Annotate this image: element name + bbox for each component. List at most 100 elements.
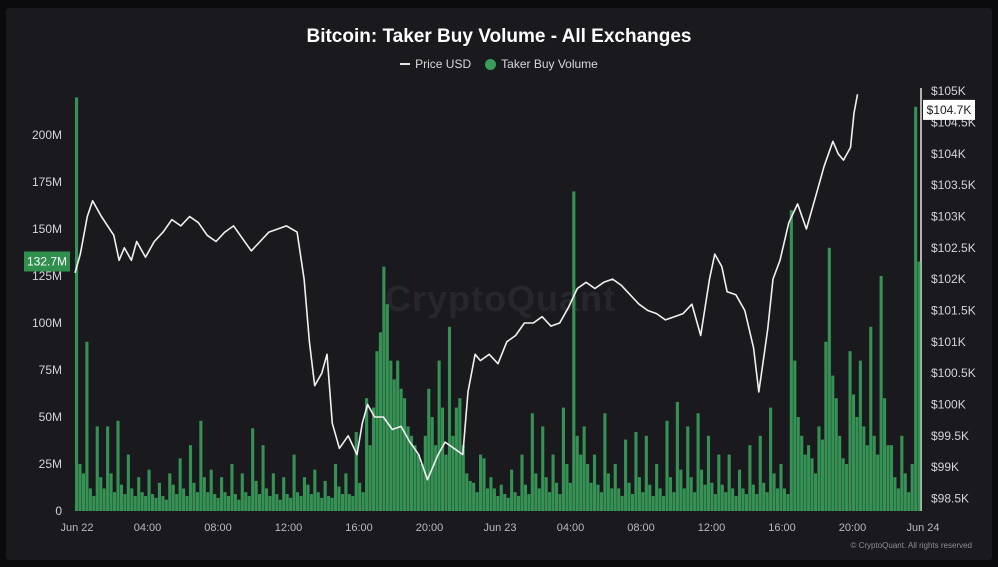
volume-bar xyxy=(883,398,887,511)
volume-bar xyxy=(199,420,203,511)
volume-bar xyxy=(582,426,586,511)
volume-bar xyxy=(544,477,548,511)
legend-label-price: Price USD xyxy=(415,57,472,71)
volume-bar xyxy=(399,388,403,511)
chart-panel xyxy=(6,8,992,560)
volume-bar xyxy=(216,497,220,511)
line-swatch-icon xyxy=(400,63,411,65)
volume-bar xyxy=(720,484,724,511)
volume-bar xyxy=(537,488,541,511)
volume-bar xyxy=(302,477,307,511)
volume-bar xyxy=(793,360,797,511)
volume-bar xyxy=(109,473,113,511)
chart-title: Bitcoin: Taker Buy Volume - All Exchange… xyxy=(306,26,692,47)
volume-bar xyxy=(900,435,904,511)
volume-bar xyxy=(178,458,182,511)
volume-bar xyxy=(665,420,669,511)
y-left-tick-label: 0 xyxy=(55,504,62,518)
y-left-tick-label: 75M xyxy=(39,363,62,377)
volume-bar xyxy=(579,454,583,511)
volume-bar xyxy=(247,495,251,511)
volume-bar xyxy=(368,445,372,511)
volume-bar xyxy=(382,266,386,511)
volume-bar xyxy=(862,426,866,511)
y-right-tick-label: $103K xyxy=(931,210,966,224)
volume-bar xyxy=(292,454,296,511)
volume-bar xyxy=(641,492,645,511)
volume-bar xyxy=(876,454,880,511)
x-tick-label: Jun 22 xyxy=(60,522,93,534)
volume-bar xyxy=(351,495,355,511)
volume-bar xyxy=(137,477,141,511)
volume-bar xyxy=(358,482,362,511)
volume-bar xyxy=(561,407,565,511)
y-right-tick-label: $103.5K xyxy=(931,178,976,192)
volume-bar xyxy=(106,426,110,511)
volume-bar xyxy=(865,445,869,511)
current-volume-label: 132.7M xyxy=(27,255,67,269)
volume-bar xyxy=(651,495,655,511)
volume-bar xyxy=(727,454,731,511)
volume-bar xyxy=(285,494,289,511)
volume-bar xyxy=(81,473,86,511)
volume-bar xyxy=(748,445,752,511)
volume-bar xyxy=(264,488,269,511)
price-line xyxy=(74,94,859,481)
volume-bar xyxy=(617,488,621,511)
volume-bar xyxy=(192,482,196,511)
volume-bar xyxy=(344,473,348,511)
volume-bar xyxy=(530,413,534,511)
volume-bar xyxy=(485,488,490,511)
x-tick-label: 12:00 xyxy=(275,522,303,534)
volume-bar xyxy=(126,454,130,511)
volume-bar xyxy=(413,445,417,511)
volume-bar xyxy=(855,417,859,511)
volume-bar xyxy=(171,484,175,511)
volume-bar xyxy=(213,494,217,511)
volume-bar xyxy=(340,494,344,511)
volume-bar xyxy=(185,495,189,511)
volume-bar xyxy=(92,495,96,511)
volume-bar xyxy=(150,494,155,511)
volume-bar xyxy=(741,488,745,511)
volume-bar xyxy=(682,488,686,511)
volume-bar xyxy=(289,497,293,511)
volume-bar xyxy=(119,484,123,511)
y-right-tick-label: $99.5K xyxy=(931,429,969,443)
volume-bar xyxy=(541,426,545,511)
volume-bar xyxy=(762,482,766,511)
volume-bar xyxy=(700,469,704,511)
volume-bar xyxy=(188,445,193,511)
volume-bar xyxy=(689,477,693,511)
volume-bar xyxy=(513,492,517,511)
volume-bar xyxy=(610,488,614,511)
current-price-box xyxy=(923,99,975,120)
volume-bar xyxy=(637,477,641,511)
volume-bar xyxy=(848,351,852,511)
legend-item-volume[interactable]: Taker Buy Volume xyxy=(485,57,598,71)
legend-item-price[interactable]: Price USD xyxy=(400,57,471,71)
volume-bar xyxy=(554,482,559,511)
volume-bar xyxy=(223,492,227,511)
volume-bar xyxy=(824,341,828,511)
volume-bar xyxy=(237,499,241,511)
volume-bar xyxy=(503,494,507,511)
volume-bar xyxy=(102,488,106,511)
volume-bar xyxy=(451,435,455,511)
volume-bar xyxy=(706,435,711,511)
volume-bar xyxy=(917,261,921,511)
volume-bar xyxy=(693,492,697,511)
volume-bar xyxy=(789,210,793,511)
volume-bar xyxy=(703,484,707,511)
volume-bar xyxy=(772,473,776,511)
volume-bar xyxy=(644,435,648,511)
volume-bar xyxy=(371,407,376,511)
y-left-tick-label: 175M xyxy=(32,175,62,189)
volume-bar xyxy=(662,495,666,511)
volume-bar xyxy=(261,445,265,511)
volume-bar xyxy=(392,379,396,511)
volume-bar xyxy=(209,469,213,511)
y-left-tick-label: 100M xyxy=(32,316,62,330)
volume-bar xyxy=(914,106,918,512)
